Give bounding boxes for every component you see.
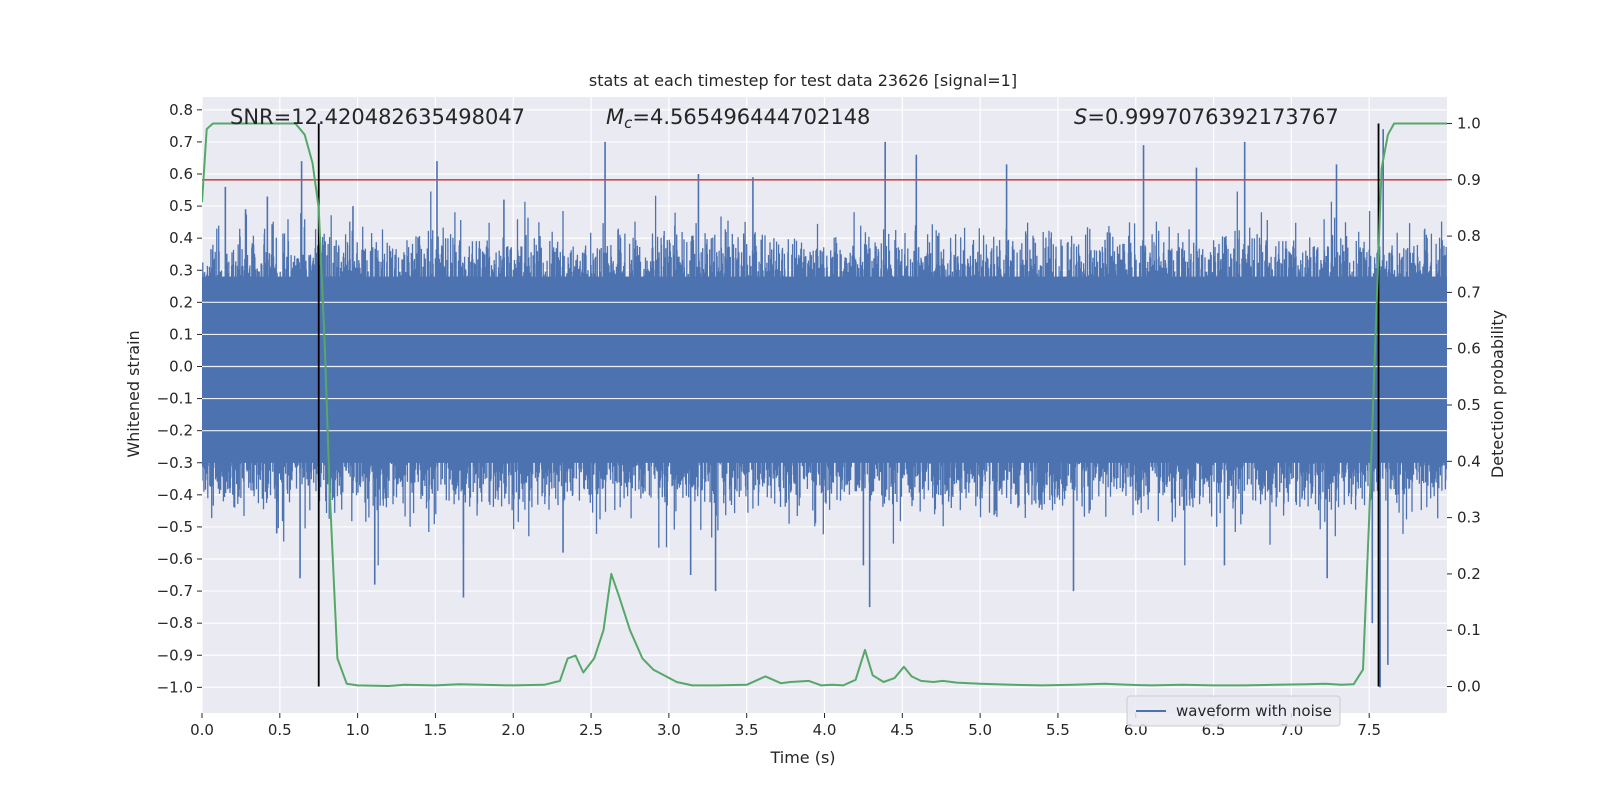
y-tick-label-15: −0.7: [157, 582, 193, 600]
x-tick-label-15: 7.5: [1357, 721, 1381, 739]
probability-line: [202, 122, 1447, 687]
legend-label: waveform with noise: [1176, 702, 1332, 720]
chirp-mass-symbol: M: [606, 105, 624, 129]
chirp-mass-annotation: Mc=4.565496444702148: [606, 105, 870, 132]
x-tick-label-4: 2.0: [501, 721, 525, 739]
y-tick-label-12: −0.4: [157, 486, 193, 504]
y-tick-label-18: −1.0: [157, 678, 193, 696]
y-right-tick-label-1: 0.1: [1457, 621, 1481, 639]
y-right-tick-label-9: 0.9: [1457, 171, 1481, 189]
y-right-tick-label-8: 0.8: [1457, 227, 1481, 245]
y-tick-label-17: −0.9: [157, 646, 193, 664]
waveform-series: [202, 129, 1447, 688]
x-axis-label: Time (s): [769, 748, 835, 767]
waveform-core-band: [202, 276, 1447, 463]
y-tick-label-8: 0.0: [169, 358, 193, 376]
score-annotation: S=0.9997076392173767: [1074, 105, 1339, 129]
y-axis-label: Whitened strain: [124, 330, 143, 457]
y-tick-label-16: −0.8: [157, 614, 193, 632]
y-right-tick-label-6: 0.6: [1457, 340, 1481, 358]
y-right-tick-label-3: 0.3: [1457, 509, 1481, 527]
y-tick-label-13: −0.5: [157, 518, 193, 536]
x-tick-label-0: 0.0: [190, 721, 214, 739]
score-value: =0.9997076392173767: [1087, 105, 1338, 129]
y-tick-label-0: 0.8: [169, 101, 193, 119]
score-symbol: S: [1074, 105, 1087, 129]
y-right-tick-label-7: 0.7: [1457, 283, 1481, 301]
y-right-tick-label-0: 0.0: [1457, 678, 1481, 696]
y-tick-label-11: −0.3: [157, 454, 193, 472]
y-right-tick-label-10: 1.0: [1457, 114, 1481, 132]
y-tick-label-2: 0.6: [169, 165, 193, 183]
x-tick-label-5: 2.5: [579, 721, 603, 739]
chirp-mass-value: =4.565496444702148: [632, 105, 870, 129]
y-tick-label-4: 0.4: [169, 229, 193, 247]
y-right-tick-label-2: 0.2: [1457, 565, 1481, 583]
y-tick-label-1: 0.7: [169, 133, 193, 151]
legend: waveform with noise: [1126, 695, 1341, 727]
y-tick-label-7: 0.1: [169, 325, 193, 343]
y-tick-label-5: 0.3: [169, 261, 193, 279]
x-tick-label-7: 3.5: [735, 721, 759, 739]
x-tick-label-6: 3.0: [657, 721, 681, 739]
snr-annotation: SNR=12.420482635498047: [230, 105, 525, 129]
y-right-tick-label-5: 0.5: [1457, 396, 1481, 414]
x-tick-label-3: 1.5: [424, 721, 448, 739]
legend-box: [1126, 695, 1341, 727]
x-tick-label-9: 4.5: [890, 721, 914, 739]
x-tick-label-2: 1.0: [346, 721, 370, 739]
y-tick-label-14: −0.6: [157, 550, 193, 568]
chirp-mass-subscript: c: [624, 114, 633, 132]
y-right-axis-label: Detection probability: [1488, 310, 1507, 478]
x-tick-label-10: 5.0: [968, 721, 992, 739]
y-tick-label-3: 0.5: [169, 197, 193, 215]
x-tick-label-1: 0.5: [268, 721, 292, 739]
y-tick-label-6: 0.2: [169, 293, 193, 311]
y-right-tick-label-4: 0.4: [1457, 452, 1481, 470]
x-tick-label-11: 5.5: [1046, 721, 1070, 739]
chart-title: stats at each timestep for test data 236…: [589, 71, 1017, 90]
x-tick-label-8: 4.0: [813, 721, 837, 739]
y-tick-label-9: −0.1: [157, 390, 193, 408]
y-tick-label-10: −0.2: [157, 422, 193, 440]
